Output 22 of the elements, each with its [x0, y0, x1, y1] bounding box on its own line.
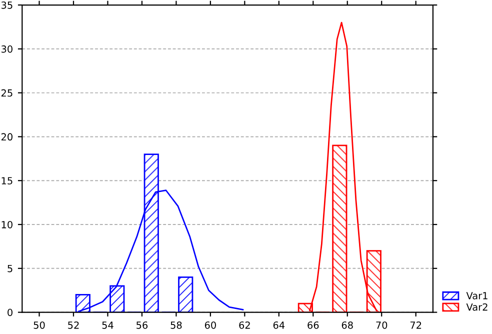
x-tick-label: 58: [170, 321, 182, 329]
y-tick-label: 20: [1, 133, 12, 141]
x-tick-label: 60: [204, 321, 216, 329]
x-tick-label: 66: [308, 321, 319, 329]
y-tick-label: 15: [2, 177, 12, 184]
x-tick-label: 72: [410, 321, 422, 329]
x-tick-label: 64: [273, 321, 285, 329]
x-tick-label: 54: [102, 322, 114, 329]
x-tick-label: 56: [136, 321, 148, 329]
x-tick-label: 68: [342, 321, 353, 329]
y-tick-label: 5: [8, 265, 12, 272]
legend-label: Var2: [466, 303, 488, 311]
y-tick-label: 30: [1, 45, 12, 53]
legend-label: Var1: [466, 292, 488, 300]
x-tick-label: 52: [68, 321, 79, 329]
x-tick-label: 50: [34, 321, 45, 329]
x-tick-label: 62: [239, 321, 250, 329]
y-tick-label: 0: [8, 308, 12, 316]
y-tick-label: 25: [1, 89, 12, 97]
y-tick-label: 35: [1, 1, 12, 9]
x-tick-label: 70: [376, 321, 388, 329]
y-tick-label: 10: [2, 220, 12, 228]
